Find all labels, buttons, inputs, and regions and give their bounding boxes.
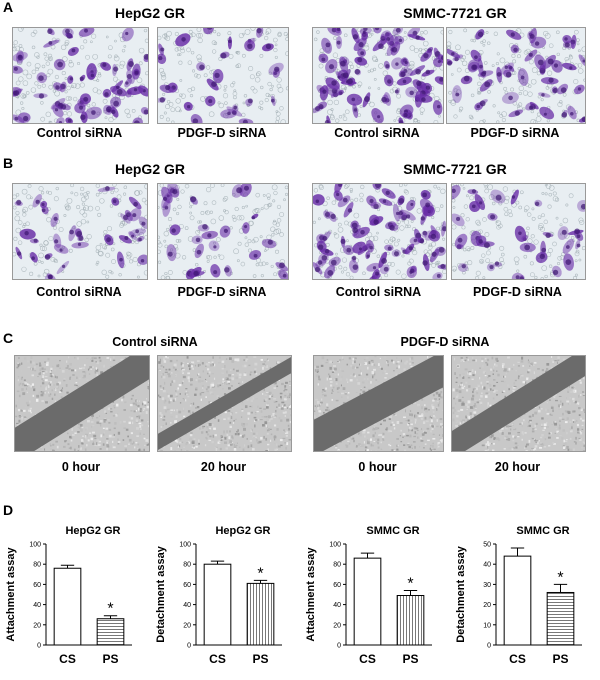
- y-tick-label: 100: [29, 542, 41, 549]
- significance-marker: *: [257, 565, 263, 582]
- y-tick-label: 80: [333, 562, 341, 569]
- y-axis-label: Detachment assay: [455, 545, 467, 642]
- y-axis-label: Attachment assay: [305, 547, 317, 642]
- bar-cs: [354, 558, 381, 645]
- y-tick-label: 40: [333, 602, 341, 609]
- y-tick-label: 50: [483, 542, 491, 549]
- caption-a-3: Control siRNA: [312, 126, 442, 140]
- y-tick-label: 40: [483, 562, 491, 569]
- bar-ps: [247, 583, 274, 645]
- y-tick-label: 0: [187, 643, 191, 650]
- category-label: PS: [402, 652, 418, 666]
- caption-c-1: 0 hour: [14, 460, 148, 474]
- caption-c-3: 0 hour: [313, 460, 442, 474]
- caption-a-4: PDGF-D siRNA: [446, 126, 584, 140]
- caption-c-4: 20 hour: [451, 460, 584, 474]
- caption-a-2: PDGF-D siRNA: [157, 126, 287, 140]
- y-axis-label: Attachment assay: [5, 547, 17, 642]
- micrograph-a-3: [312, 27, 444, 124]
- y-tick-label: 20: [333, 622, 341, 629]
- caption-b-2: PDGF-D siRNA: [157, 285, 287, 299]
- micrograph-a-2: [157, 27, 289, 124]
- micrograph-b-4: [451, 183, 586, 280]
- chart-svg: HepG2 GR Detachment assay 0 20 40 60 80 100 CS PS…: [150, 520, 300, 675]
- chart-title: HepG2 GR: [65, 525, 120, 537]
- y-tick-label: 0: [337, 643, 341, 650]
- y-axis-label: Detachment assay: [155, 545, 167, 642]
- y-tick-label: 20: [483, 602, 491, 609]
- y-tick-label: 40: [33, 602, 41, 609]
- scratch-image-c-4: [451, 355, 586, 452]
- category-label: CS: [359, 652, 376, 666]
- micrograph-a-1: [12, 27, 149, 124]
- y-tick-label: 0: [487, 643, 491, 650]
- micrograph-b-3: [312, 183, 447, 280]
- y-tick-label: 60: [33, 582, 41, 589]
- chart-title: HepG2 GR: [215, 525, 270, 537]
- bar-chart-4: SMMC GR Detachment assay 0 10 20 30 40 50 CS PS *: [450, 520, 600, 675]
- y-tick-label: 100: [179, 542, 191, 549]
- bar-ps: [547, 592, 574, 645]
- y-tick-label: 80: [33, 562, 41, 569]
- y-tick-label: 60: [183, 582, 191, 589]
- panel-a-right-title: SMMC-7721 GR: [370, 5, 540, 21]
- chart-svg: HepG2 GR Attachment assay 0 20 40 60 80 100 CS PS…: [0, 520, 150, 675]
- significance-marker: *: [557, 569, 563, 586]
- y-tick-label: 40: [183, 602, 191, 609]
- category-label: PS: [552, 652, 568, 666]
- bar-cs: [504, 556, 531, 645]
- scratch-image-c-1: [14, 355, 150, 452]
- micrograph-b-1: [12, 183, 148, 280]
- bar-chart-1: HepG2 GR Attachment assay 0 20 40 60 80 100 CS PS…: [0, 520, 150, 675]
- error-bar-cs: [511, 548, 524, 556]
- chart-svg: SMMC GR Attachment assay 0 20 40 60 80 100 CS PS *: [300, 520, 450, 675]
- panel-a-left-title: HepG2 GR: [80, 5, 220, 21]
- panel-letter-b: B: [3, 155, 13, 171]
- micrograph-a-4: [446, 27, 586, 124]
- caption-b-1: Control siRNA: [12, 285, 146, 299]
- chart-title: SMMC GR: [516, 525, 569, 537]
- panel-c-right-title: PDGF-D siRNA: [375, 335, 515, 349]
- panel-letter-a: A: [3, 0, 13, 15]
- caption-b-4: PDGF-D siRNA: [451, 285, 584, 299]
- category-label: PS: [252, 652, 268, 666]
- chart-title: SMMC GR: [366, 525, 419, 537]
- y-tick-label: 30: [483, 582, 491, 589]
- scratch-image-c-3: [313, 355, 444, 452]
- micrograph-b-2: [157, 183, 289, 280]
- y-tick-label: 10: [483, 622, 491, 629]
- caption-c-2: 20 hour: [157, 460, 290, 474]
- bar-cs: [204, 564, 231, 645]
- panel-b-right-title: SMMC-7721 GR: [370, 161, 540, 177]
- y-tick-label: 80: [183, 562, 191, 569]
- caption-a-1: Control siRNA: [12, 126, 147, 140]
- y-tick-label: 20: [183, 622, 191, 629]
- panel-b-left-title: HepG2 GR: [80, 161, 220, 177]
- bar-chart-2: HepG2 GR Detachment assay 0 20 40 60 80 100 CS PS…: [150, 520, 300, 675]
- significance-marker: *: [107, 601, 113, 618]
- bar-ps: [397, 596, 424, 645]
- scratch-image-c-2: [157, 355, 292, 452]
- bar-cs: [54, 568, 81, 645]
- bar-ps: [97, 619, 124, 645]
- significance-marker: *: [407, 575, 413, 592]
- y-tick-label: 100: [329, 542, 341, 549]
- category-label: CS: [509, 652, 526, 666]
- category-label: PS: [102, 652, 118, 666]
- chart-svg: SMMC GR Detachment assay 0 10 20 30 40 50 CS PS *: [450, 520, 600, 675]
- panel-letter-c: C: [3, 330, 13, 346]
- panel-letter-d: D: [3, 502, 13, 518]
- y-tick-label: 60: [333, 582, 341, 589]
- category-label: CS: [209, 652, 226, 666]
- error-bar-cs: [361, 553, 374, 558]
- panel-c-left-title: Control siRNA: [85, 335, 225, 349]
- y-tick-label: 0: [37, 643, 41, 650]
- bar-chart-3: SMMC GR Attachment assay 0 20 40 60 80 100 CS PS *: [300, 520, 450, 675]
- y-tick-label: 20: [33, 622, 41, 629]
- category-label: CS: [59, 652, 76, 666]
- caption-b-3: Control siRNA: [312, 285, 445, 299]
